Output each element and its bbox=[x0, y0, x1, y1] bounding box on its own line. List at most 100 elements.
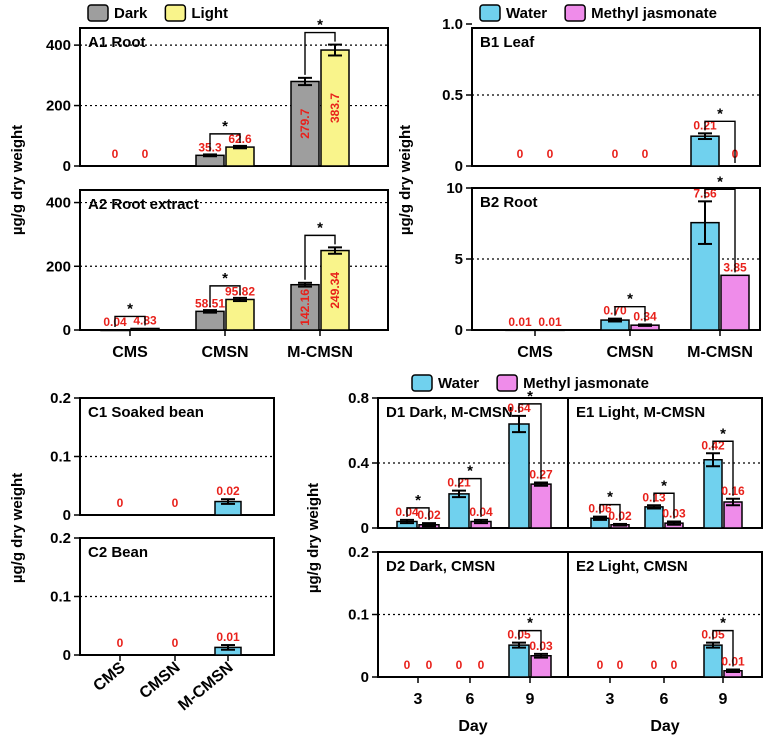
ytick-label-D2-0: 0 bbox=[361, 669, 369, 686]
legend-label-DE-1: Methyl jasmonate bbox=[523, 375, 649, 392]
category-label-B2-2: M-CMSN bbox=[687, 344, 753, 361]
value-label-A1-1-0: 0 bbox=[142, 147, 149, 161]
value-label-C2-0-1: 0 bbox=[172, 636, 179, 650]
significance-star-E2-2: * bbox=[720, 615, 726, 632]
bar-A2-light-CMS bbox=[130, 327, 160, 331]
ytick-label-B2-0: 0 bbox=[455, 322, 463, 339]
significance-bracket-E1-1 bbox=[653, 492, 675, 519]
significance-bracket-D2-2 bbox=[518, 629, 542, 651]
ytick-label-C1-2: 0.2 bbox=[50, 390, 71, 407]
ytick-label-A2-2: 400 bbox=[46, 195, 71, 212]
ytick-label-C2-0: 0 bbox=[63, 647, 71, 664]
significance-bracket-D1-0 bbox=[406, 507, 430, 521]
category-label-B2-0: CMS bbox=[517, 344, 553, 361]
legend-swatch-DE-1 bbox=[496, 374, 518, 392]
significance-bracket-A1-1 bbox=[209, 133, 241, 152]
category-label-C2-0: CMS bbox=[90, 659, 128, 695]
panel-title-D2: D2 Dark, CMSN bbox=[386, 558, 495, 575]
legend-swatch-B-0 bbox=[479, 4, 501, 22]
significance-bracket-D1-2 bbox=[518, 403, 542, 480]
significance-star-B1-2: * bbox=[717, 105, 723, 122]
panel-title-D1: D1 Dark, M-CMSN bbox=[386, 404, 513, 421]
significance-bracket-B2-1 bbox=[614, 305, 646, 322]
bar-A1-light-CMSN bbox=[225, 146, 255, 167]
category-label-D2-0: 3 bbox=[414, 691, 423, 708]
value-label-C2-0-0: 0 bbox=[117, 636, 124, 650]
ytick-label-A2-1: 200 bbox=[46, 258, 71, 275]
significance-star-D1-2: * bbox=[527, 388, 533, 405]
category-label-E2-2: 9 bbox=[719, 691, 728, 708]
value-label-A1-1-2: 383.7 bbox=[328, 93, 342, 123]
legend-swatch-DE-0 bbox=[411, 374, 433, 392]
ytick-label-C1-1: 0.1 bbox=[50, 449, 71, 466]
category-label-E2-0: 3 bbox=[606, 691, 615, 708]
legend-label-A-1: Light bbox=[191, 5, 228, 22]
legend-label-A-0: Dark bbox=[114, 5, 148, 22]
category-label-D2-1: 6 bbox=[466, 691, 475, 708]
y-axis-title-A: µg/g dry weight bbox=[9, 125, 26, 235]
significance-bracket-E1-0 bbox=[599, 503, 621, 521]
bar-A1-dark-M-CMSN bbox=[290, 80, 320, 167]
ytick-label-C1-0: 0 bbox=[63, 507, 71, 524]
ytick-label-B2-2: 10 bbox=[446, 180, 463, 197]
value-label-C1-0-1: 0 bbox=[172, 496, 179, 510]
legend-swatch-B-1 bbox=[564, 4, 586, 22]
ytick-label-A1-0: 0 bbox=[63, 158, 71, 175]
ytick-label-C2-1: 0.1 bbox=[50, 589, 71, 606]
ytick-label-A2-0: 0 bbox=[63, 322, 71, 339]
value-label-D2-0-1: 0 bbox=[456, 658, 463, 672]
significance-star-A1-1: * bbox=[222, 118, 228, 135]
significance-star-A1-2: * bbox=[317, 17, 323, 34]
category-label-E2-1: 6 bbox=[660, 691, 669, 708]
ytick-label-B1-1: 0.5 bbox=[442, 87, 463, 104]
ytick-label-D1-2: 0.8 bbox=[348, 390, 369, 407]
category-label-A2-0: CMS bbox=[112, 344, 148, 361]
legend-label-DE-0: Water bbox=[438, 375, 479, 392]
bar-A2-dark-M-CMSN bbox=[290, 283, 320, 331]
bar-D1-methyl-jasmonate-9 bbox=[530, 483, 552, 529]
ytick-label-D2-1: 0.1 bbox=[348, 607, 369, 624]
value-label-E2-1-0: 0 bbox=[617, 658, 624, 672]
panel-title-B1: B1 Leaf bbox=[480, 34, 535, 51]
significance-star-D1-1: * bbox=[467, 463, 473, 480]
y-axis-title-C: µg/g dry weight bbox=[9, 473, 26, 583]
value-label-B1-1-1: 0 bbox=[642, 147, 649, 161]
significance-bracket-A2-1 bbox=[209, 285, 241, 308]
value-label-D2-1-1: 0 bbox=[478, 658, 485, 672]
bar-A2-dark-CMS bbox=[100, 329, 130, 332]
significance-bracket-D1-1 bbox=[458, 477, 482, 517]
significance-star-B2-2: * bbox=[717, 173, 723, 190]
panel-title-A1: A1 Root bbox=[88, 34, 146, 51]
significance-star-B2-1: * bbox=[627, 291, 633, 308]
value-label-B1-0-1: 0 bbox=[612, 147, 619, 161]
bar-B2-methyl-jasmonate-M-CMSN bbox=[720, 274, 750, 331]
panel-title-C1: C1 Soaked bean bbox=[88, 404, 204, 421]
value-label-E2-0-1: 0 bbox=[651, 658, 658, 672]
significance-star-A2-2: * bbox=[317, 219, 323, 236]
bar-A1-light-M-CMSN bbox=[320, 49, 350, 167]
panel-title-E2: E2 Light, CMSN bbox=[576, 558, 688, 575]
panel-title-E1: E1 Light, M-CMSN bbox=[576, 404, 705, 421]
legend-label-B-1: Methyl jasmonate bbox=[591, 5, 717, 22]
ytick-label-B1-0: 0 bbox=[455, 158, 463, 175]
significance-star-E1-2: * bbox=[720, 425, 726, 442]
significance-star-E1-0: * bbox=[607, 489, 613, 506]
ytick-label-D2-2: 0.2 bbox=[348, 544, 369, 561]
value-label-B1-1-0: 0 bbox=[547, 147, 554, 161]
ytick-label-A1-1: 200 bbox=[46, 98, 71, 115]
value-label-B2-0-0: 0.01 bbox=[508, 315, 532, 329]
value-label-B2-1-0: 0.01 bbox=[538, 315, 562, 329]
value-label-C1-0-2: 0.02 bbox=[216, 484, 240, 498]
legend-swatch-A-0 bbox=[87, 4, 109, 22]
panel-frame-B1 bbox=[471, 27, 761, 167]
category-label-B2-1: CMSN bbox=[606, 344, 653, 361]
value-label-D2-1-0: 0 bbox=[426, 658, 433, 672]
category-label-A2-1: CMSN bbox=[201, 344, 248, 361]
x-axis-label-E2: Day bbox=[650, 718, 679, 735]
significance-bracket-A2-2 bbox=[304, 234, 336, 280]
y-axis-title-B: µg/g dry weight bbox=[397, 125, 414, 235]
ytick-label-A1-2: 400 bbox=[46, 37, 71, 54]
significance-bracket-A1-2 bbox=[304, 31, 336, 75]
category-label-C2-1: CMSN bbox=[137, 659, 184, 702]
